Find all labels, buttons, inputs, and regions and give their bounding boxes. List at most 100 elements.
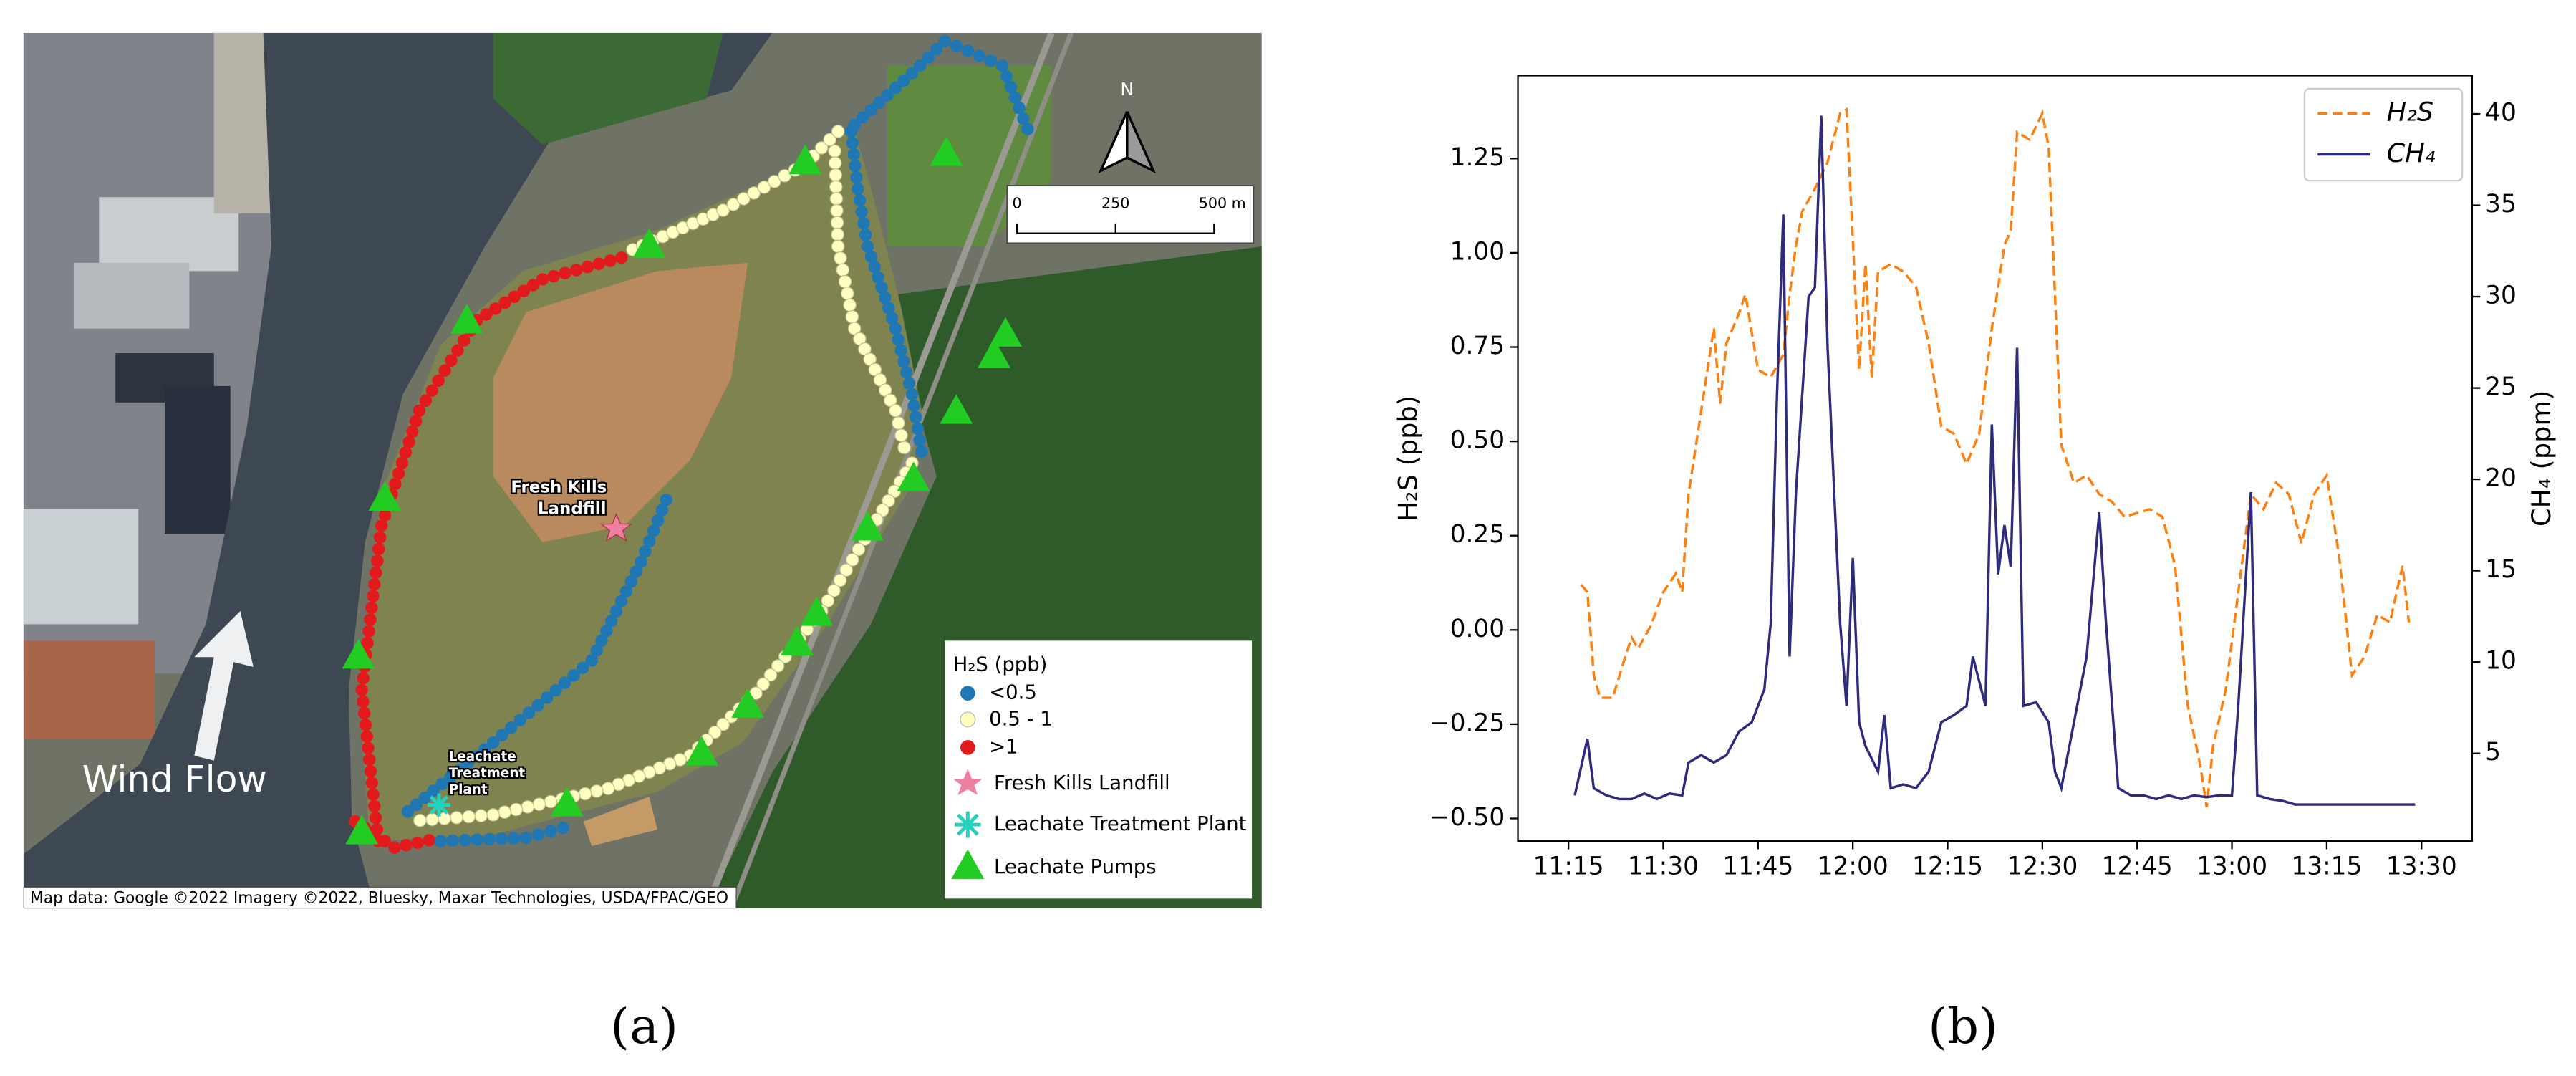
map-point <box>660 494 673 506</box>
plot-frame <box>1517 75 2473 842</box>
map-point <box>872 271 884 284</box>
map-point <box>427 784 440 797</box>
map-point <box>859 229 872 241</box>
map-legend-label: >1 <box>989 735 1018 758</box>
map-point <box>357 695 370 708</box>
map-point <box>589 784 604 798</box>
map-point <box>513 714 526 726</box>
north-label: N <box>1120 79 1134 100</box>
pump-marker <box>897 461 930 491</box>
map-point <box>411 836 424 850</box>
y2-tick-label: 20 <box>2485 464 2517 493</box>
y2-tick-label: 35 <box>2485 190 2517 218</box>
map-point <box>756 677 771 691</box>
map-point <box>498 296 511 309</box>
map-point <box>845 553 859 567</box>
map-point <box>362 625 375 638</box>
landfill-label: Fresh Kills <box>511 479 607 497</box>
pump-marker <box>632 228 666 259</box>
map-point <box>629 565 642 578</box>
map-point <box>875 281 888 294</box>
map-point <box>392 467 405 480</box>
map-point <box>531 698 544 712</box>
field <box>23 640 155 739</box>
map-point <box>1000 69 1013 83</box>
map-point <box>536 273 549 286</box>
line-chart: 11:15 11:30 11:45 12:00 12:15 12:30 12:45 13:00… <box>1393 75 2557 880</box>
map-point <box>567 668 580 682</box>
map-point <box>847 148 860 161</box>
map-point <box>747 186 761 200</box>
map-point <box>1017 112 1030 125</box>
scale-label: 250 <box>1101 194 1129 211</box>
map-point <box>881 89 894 102</box>
map-point <box>355 683 368 696</box>
map-point <box>768 175 781 188</box>
map-point <box>462 810 476 824</box>
map-point <box>395 456 409 469</box>
map-point <box>892 416 905 430</box>
map-point <box>827 584 841 597</box>
map-point <box>609 605 623 618</box>
map-point <box>900 366 913 379</box>
y-tick-label: 0.50 <box>1450 426 1505 455</box>
y-tick-label: −0.50 <box>1429 803 1505 832</box>
map-point <box>480 308 493 321</box>
y-tick-label: 1.00 <box>1450 237 1505 266</box>
map-point <box>374 531 387 544</box>
map-point <box>474 809 488 822</box>
map-point <box>368 577 381 591</box>
map-point <box>864 250 878 264</box>
map-point <box>522 706 536 719</box>
map-point <box>938 34 951 48</box>
map-point <box>828 144 841 158</box>
map: Fresh Kills Landfill Leachate Treatment … <box>23 32 1262 909</box>
map-point <box>578 787 592 801</box>
map-point <box>910 410 922 424</box>
pump-marker <box>550 787 584 817</box>
pump-marker <box>685 736 718 766</box>
map-point <box>600 624 613 638</box>
x-tick-label: 11:45 <box>1722 852 1793 880</box>
map-point <box>821 594 835 607</box>
map-legend-label: 0.5 - 1 <box>989 707 1053 730</box>
map-point <box>400 839 413 852</box>
map-point <box>410 798 423 811</box>
map-point <box>605 615 618 628</box>
map-point <box>615 251 628 264</box>
map-point <box>378 835 391 847</box>
map-point <box>757 181 771 194</box>
map-point <box>831 239 845 254</box>
x-tick-label: 13:15 <box>2291 852 2362 880</box>
island <box>493 32 723 145</box>
map-point <box>905 388 919 401</box>
y-tick-label: 0.25 <box>1450 520 1505 549</box>
map-point <box>897 74 910 87</box>
map-point <box>365 777 379 789</box>
map-point <box>558 676 571 689</box>
y2-tick-label: 25 <box>2485 373 2517 401</box>
x-tick-label: 12:45 <box>2102 852 2173 880</box>
x-tick-label: 12:30 <box>2007 852 2078 880</box>
map-point <box>445 354 458 367</box>
map-point <box>508 290 521 304</box>
map-point <box>544 794 558 809</box>
map-point <box>829 180 843 194</box>
scale-label: 500 m <box>1199 194 1246 211</box>
map-point <box>517 284 530 297</box>
map-point <box>399 446 412 459</box>
map-legend-label: Leachate Pumps <box>994 855 1157 878</box>
map-point <box>371 554 384 567</box>
map-point <box>367 788 380 801</box>
pumps <box>342 136 1023 845</box>
x-tick-label: 11:30 <box>1628 852 1699 880</box>
map-point <box>840 287 854 300</box>
x-tick-label: 12:15 <box>1912 852 1983 880</box>
map-legend-label: <0.5 <box>989 681 1037 704</box>
map-point <box>450 811 463 825</box>
pump-marker <box>800 596 834 626</box>
map-point <box>831 125 845 138</box>
map-point <box>831 228 844 241</box>
map-point <box>559 266 571 279</box>
